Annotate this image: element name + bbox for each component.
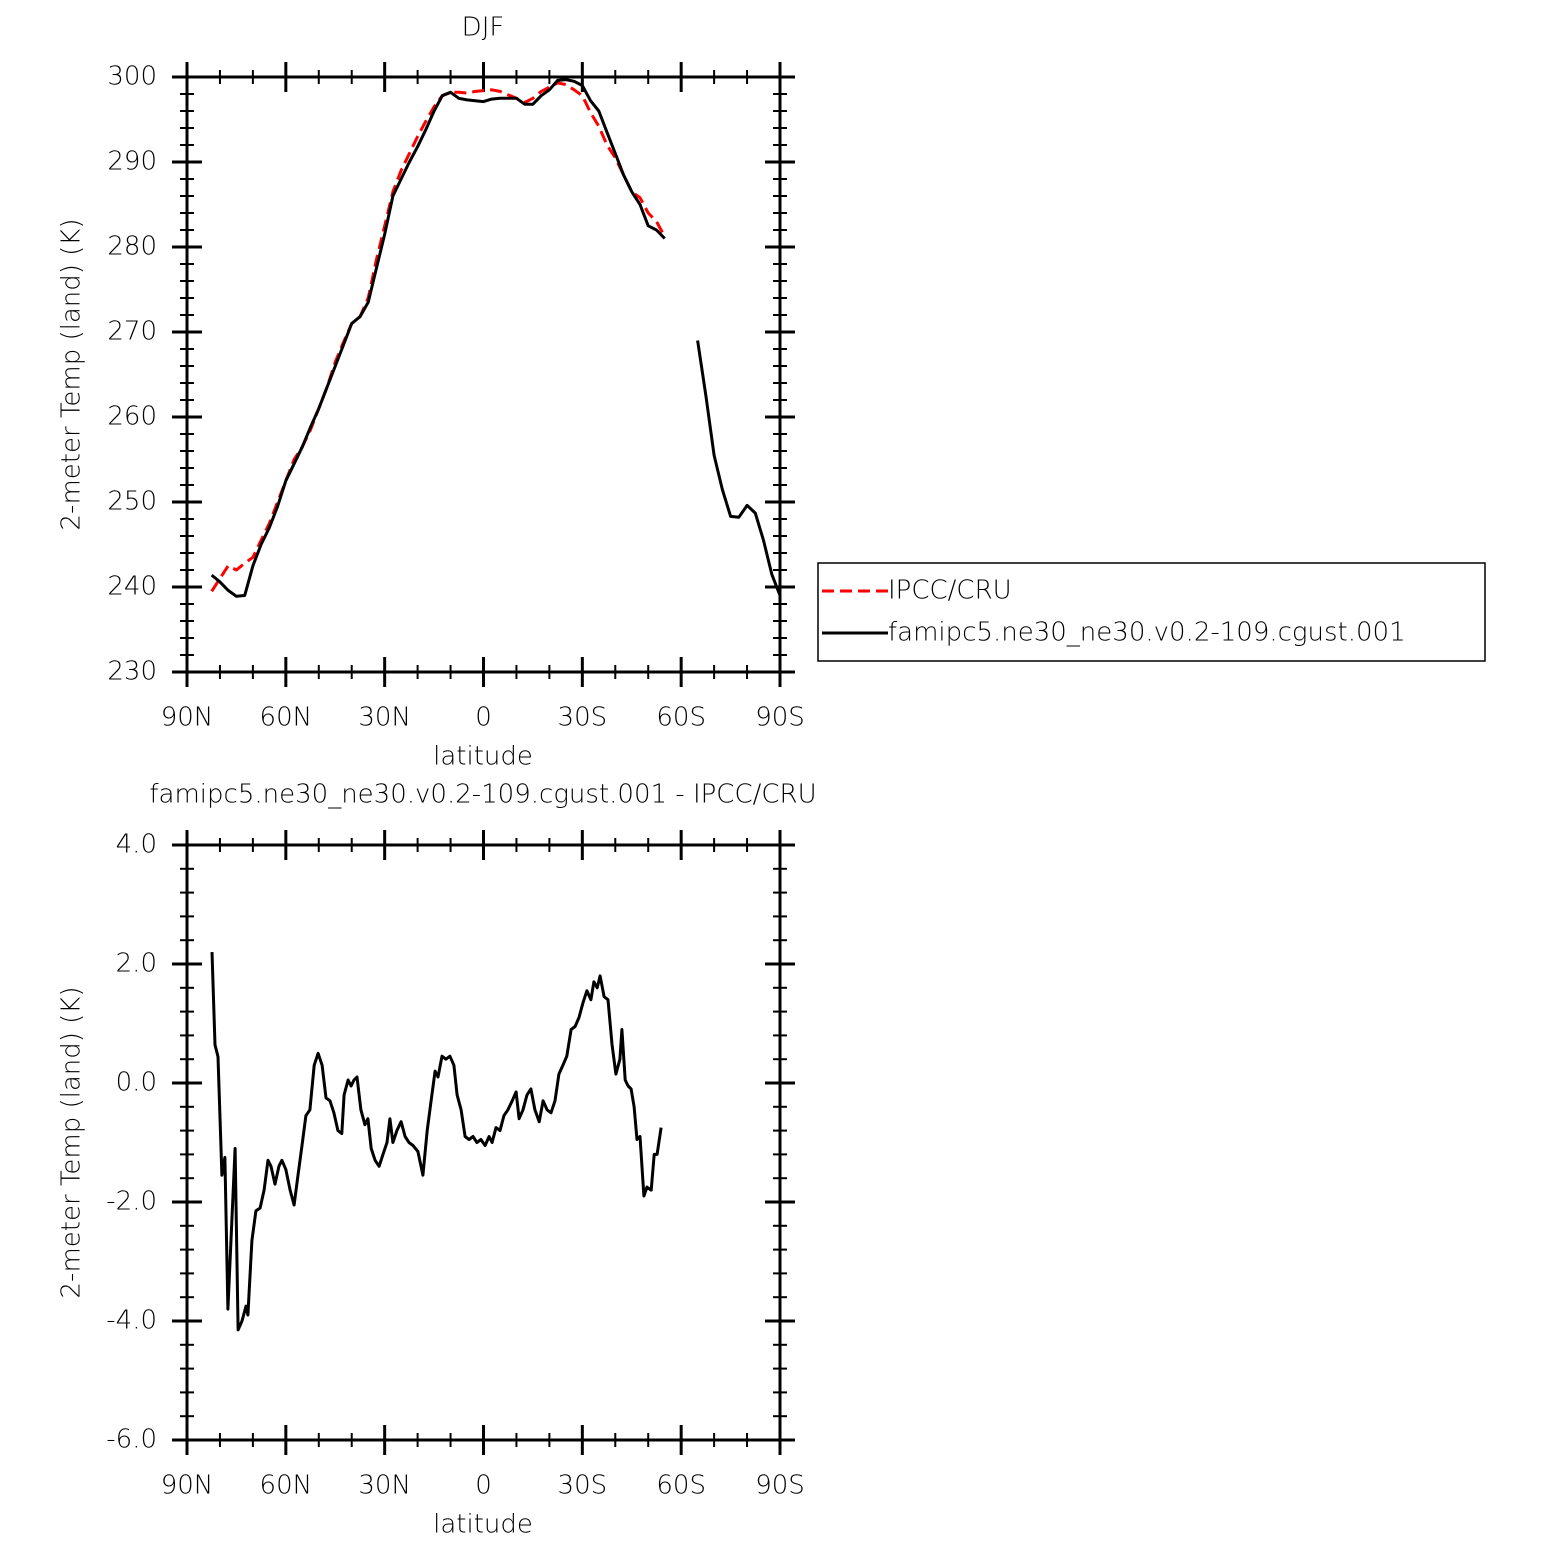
- chart-title: DJF: [462, 13, 505, 43]
- y-tick-label: -4.0: [106, 1306, 157, 1336]
- x-tick-label: 30N: [358, 703, 411, 733]
- x-tick-label: 60S: [656, 1471, 706, 1501]
- y-axis-label: 2-meter Temp (land) (K): [57, 219, 87, 531]
- x-tick-label: 30S: [558, 703, 608, 733]
- legend-box: [817, 562, 1486, 662]
- y-tick-label: 260: [107, 402, 157, 432]
- x-tick-label: 60S: [656, 703, 706, 733]
- y-tick-label: 270: [107, 317, 157, 347]
- chart-title: famipc5.ne30_ne30.v0.2-109.cgust.001 - I…: [149, 780, 816, 810]
- legend-label: IPCC/CRU: [888, 576, 1012, 606]
- x-tick-label: 30S: [558, 1471, 608, 1501]
- y-tick-label: 240: [107, 572, 157, 602]
- legend-label: famipc5.ne30_ne30.v0.2-109.cgust.001: [888, 618, 1406, 648]
- y-tick-label: -2.0: [106, 1187, 157, 1217]
- y-tick-label: -6.0: [106, 1425, 157, 1455]
- y-tick-label: 280: [107, 232, 157, 262]
- y-tick-label: 0.0: [116, 1068, 157, 1098]
- x-axis-label: latitude: [433, 742, 533, 772]
- y-axis-label: 2-meter Temp (land) (K): [57, 987, 87, 1299]
- y-tick-label: 300: [107, 62, 157, 92]
- x-tick-label: 0: [475, 703, 492, 733]
- y-tick-label: 230: [107, 657, 157, 687]
- x-tick-label: 30N: [358, 1471, 411, 1501]
- y-tick-label: 4.0: [116, 830, 157, 860]
- x-tick-label: 0: [475, 1471, 492, 1501]
- y-tick-label: 250: [107, 487, 157, 517]
- data-line: [210, 952, 663, 1332]
- x-axis-label: latitude: [433, 1510, 533, 1540]
- x-tick-label: 90S: [755, 1471, 805, 1501]
- plot-frame: [185, 75, 782, 674]
- data-line: [210, 81, 667, 593]
- x-tick-label: 60N: [260, 1471, 313, 1501]
- plot-frame: [185, 843, 782, 1442]
- x-tick-label: 60N: [260, 703, 313, 733]
- y-tick-label: 2.0: [116, 949, 157, 979]
- x-tick-label: 90N: [161, 1471, 214, 1501]
- data-line: [210, 78, 782, 598]
- x-tick-label: 90N: [161, 703, 214, 733]
- y-tick-label: 290: [107, 147, 157, 177]
- x-tick-label: 90S: [755, 703, 805, 733]
